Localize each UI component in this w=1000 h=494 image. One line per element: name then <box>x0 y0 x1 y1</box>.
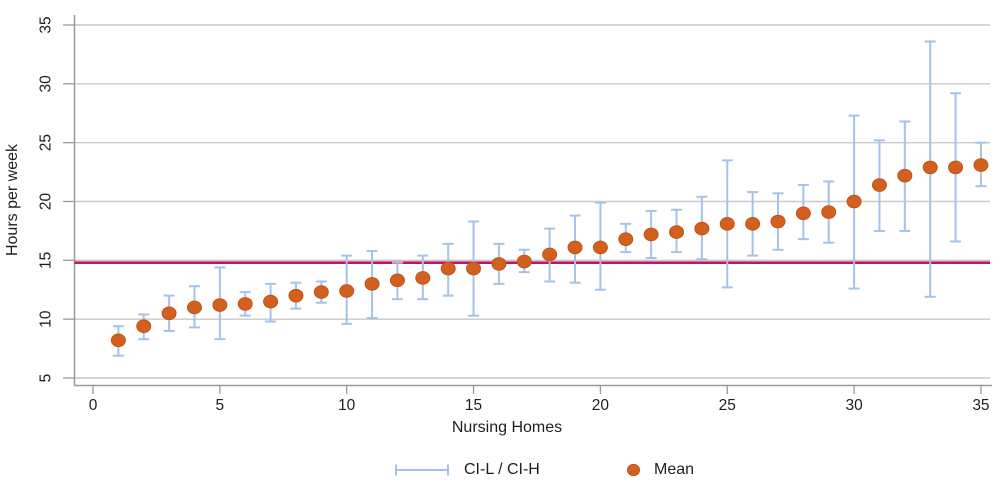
mean-dot <box>592 240 608 255</box>
mean-dot <box>491 257 507 271</box>
mean-dot <box>719 217 735 231</box>
mean-dot <box>669 225 685 239</box>
x-tick-label: 35 <box>972 397 989 414</box>
mean-dot <box>922 160 938 175</box>
y-axis-title: Hours per week <box>4 143 21 257</box>
mean-dot <box>846 194 862 209</box>
mean-dot <box>694 221 710 236</box>
mean-dot <box>567 240 583 255</box>
mean-dot <box>110 333 126 348</box>
mean-dot <box>542 247 558 262</box>
mean-dot <box>161 306 177 321</box>
mean-dot <box>871 178 887 192</box>
mean-dot <box>440 261 456 276</box>
mean-dot <box>466 261 482 276</box>
mean-dot <box>745 217 761 231</box>
mean-dot <box>186 300 202 315</box>
x-tick-label: 25 <box>719 397 736 414</box>
mean-dot <box>415 271 431 285</box>
x-tick-label: 10 <box>338 397 356 414</box>
x-tick-label: 0 <box>89 397 98 414</box>
y-tick-label: 30 <box>37 75 54 93</box>
mean-dot <box>263 294 279 309</box>
y-tick-label: 35 <box>37 16 54 33</box>
x-tick-label: 20 <box>592 397 610 414</box>
mean-dot <box>364 277 380 291</box>
mean-dot <box>770 214 786 229</box>
mean-dot <box>618 232 634 246</box>
mean-dot <box>212 298 228 312</box>
mean-dot <box>973 158 989 172</box>
mean-dot <box>389 273 405 288</box>
mean-dot <box>795 206 811 221</box>
mean-dot <box>643 227 659 242</box>
x-axis-title: Nursing Homes <box>451 419 563 436</box>
mean-dot <box>821 205 837 219</box>
mean-dot <box>313 285 329 299</box>
x-tick-label: 5 <box>216 397 225 414</box>
mean-dot <box>516 254 532 269</box>
mean-dot <box>288 288 304 303</box>
mean-dot <box>136 319 152 334</box>
y-tick-label: 15 <box>37 252 54 269</box>
y-tick-label: 5 <box>37 374 54 383</box>
mean-dot <box>237 297 253 311</box>
y-tick-label: 25 <box>37 134 54 151</box>
mean-dot <box>897 168 913 183</box>
y-tick-label: 20 <box>37 193 54 211</box>
y-tick-label: 10 <box>37 310 54 328</box>
x-tick-label: 30 <box>845 397 863 414</box>
x-tick-label: 15 <box>465 397 482 414</box>
mean-dot <box>948 160 964 175</box>
mean-dot <box>339 284 355 298</box>
